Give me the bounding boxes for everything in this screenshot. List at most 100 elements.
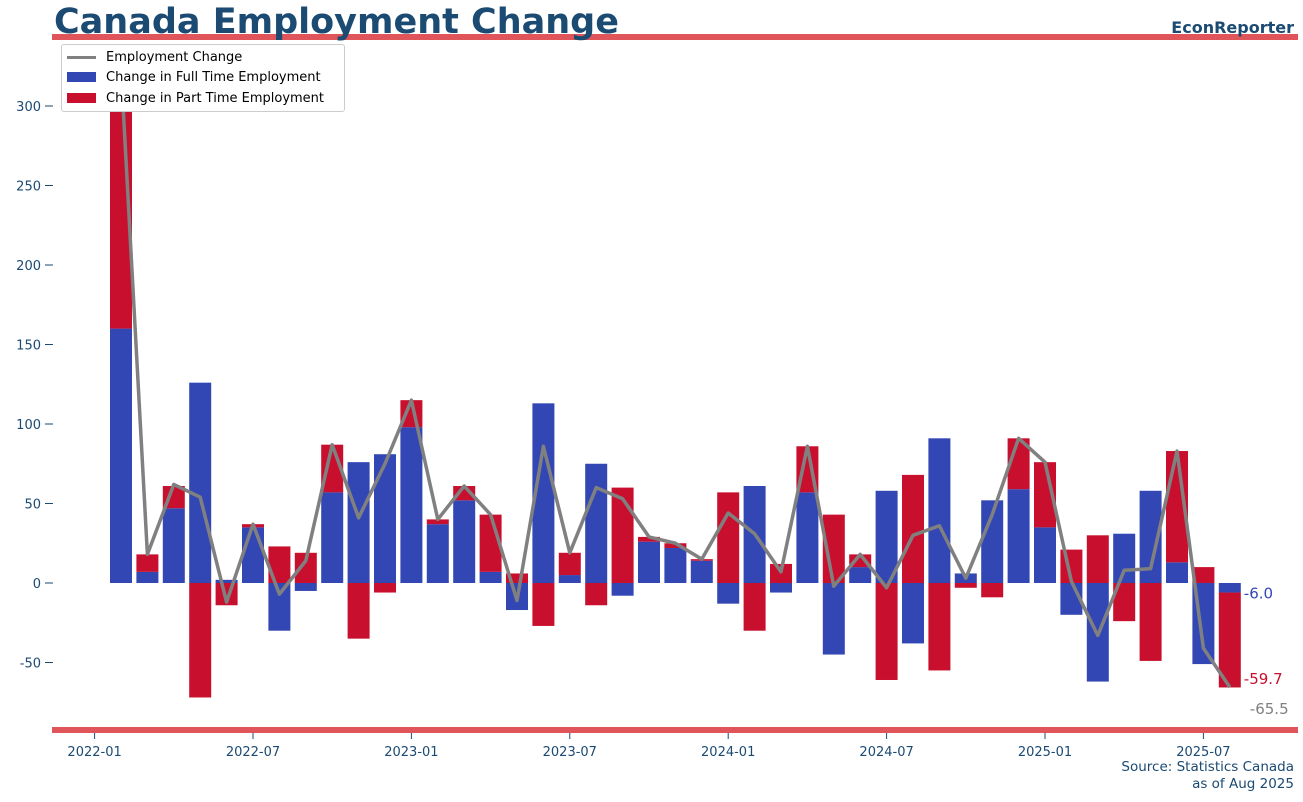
bar-part-time — [954, 583, 977, 588]
bar-full-time — [796, 492, 819, 583]
bar-full-time — [717, 583, 740, 604]
legend-box-full-time — [67, 72, 96, 82]
y-tick-label: 250 — [16, 180, 41, 195]
bar-full-time — [347, 462, 370, 583]
bar-part-time — [585, 583, 608, 606]
brand-name: EconReporter — [1171, 18, 1294, 37]
bar-full-time — [822, 583, 845, 655]
bar-part-time — [1218, 592, 1241, 688]
y-tick-label: 0 — [33, 577, 41, 592]
chart-legend: Employment Change Change in Full Time Em… — [61, 44, 345, 112]
y-tick-label: 200 — [16, 259, 41, 274]
source-line: Source: Statistics Canada — [1121, 759, 1294, 775]
bar-part-time — [902, 474, 924, 583]
y-tick-label: 100 — [16, 418, 41, 433]
x-tick-label: 2022-01 — [67, 745, 121, 760]
bar-full-time — [558, 575, 581, 583]
bar-part-time — [506, 573, 528, 583]
bar-full-time — [849, 567, 872, 583]
bar-part-time — [374, 583, 396, 593]
bar-full-time — [981, 500, 1004, 583]
bar-part-time — [638, 536, 660, 542]
bar-full-time — [1139, 490, 1162, 583]
bar-full-time — [875, 490, 898, 583]
bar-part-time — [136, 554, 159, 572]
bar-full-time — [611, 583, 634, 596]
end-label-total: -65.5 — [1250, 700, 1289, 718]
bar-full-time — [585, 463, 608, 583]
bar-part-time — [1113, 583, 1136, 622]
as-of-line: as of Aug 2025 — [1192, 776, 1294, 792]
bar-part-time — [743, 583, 766, 631]
bar-full-time — [400, 427, 423, 583]
x-tick-label: 2022-07 — [226, 745, 280, 760]
source-note: Source: Statistics Canada as of Aug 2025 — [1121, 759, 1294, 793]
bar-full-time — [294, 583, 317, 591]
bar-part-time — [1086, 535, 1109, 583]
bar-part-time — [1139, 583, 1162, 661]
bar-part-time — [532, 583, 555, 626]
bar-full-time — [268, 583, 291, 631]
bar-full-time — [162, 508, 185, 583]
bar-full-time — [770, 583, 792, 593]
end-label-part-time: -59.7 — [1244, 670, 1283, 688]
bar-full-time — [928, 438, 951, 583]
bar-part-time — [664, 543, 687, 549]
bar-part-time — [981, 583, 1004, 598]
top-rule — [52, 34, 1298, 40]
bar-part-time — [110, 67, 132, 329]
bar-full-time — [902, 583, 924, 644]
y-tick-label: -50 — [20, 657, 41, 672]
bar-full-time — [215, 579, 238, 583]
bar-full-time — [664, 548, 687, 583]
bar-part-time — [717, 492, 740, 583]
bar-full-time — [532, 403, 555, 583]
bar-part-time — [347, 583, 370, 639]
bottom-rule — [52, 727, 1298, 733]
bar-part-time — [426, 519, 449, 525]
bar-part-time — [558, 552, 581, 576]
y-tick-label: 50 — [24, 498, 41, 513]
legend-item-part-time: Change in Part Time Employment — [67, 88, 324, 108]
legend-label-total: Employment Change — [106, 49, 243, 65]
bar-full-time — [638, 541, 660, 583]
bar-full-time — [242, 527, 264, 583]
bar-full-time — [1218, 583, 1241, 593]
x-tick-label: 2025-07 — [1176, 745, 1230, 760]
legend-label-part-time: Change in Part Time Employment — [106, 90, 325, 106]
bar-part-time — [928, 583, 951, 671]
bar-part-time — [268, 546, 291, 583]
bar-part-time — [189, 583, 212, 698]
legend-item-full-time: Change in Full Time Employment — [67, 67, 321, 87]
x-tick-label: 2023-07 — [543, 745, 597, 760]
y-tick-label: 150 — [16, 339, 41, 354]
bar-full-time — [453, 500, 476, 583]
bar-full-time — [426, 524, 449, 583]
bar-full-time — [479, 571, 502, 583]
bar-full-time — [110, 328, 132, 583]
bar-full-time — [1034, 527, 1056, 583]
bar-part-time — [611, 487, 634, 583]
legend-box-part-time — [67, 93, 96, 103]
x-tick-label: 2025-01 — [1018, 745, 1072, 760]
bar-part-time — [1192, 567, 1215, 583]
end-label-full-time: -6.0 — [1244, 585, 1273, 603]
legend-label-full-time: Change in Full Time Employment — [106, 69, 321, 85]
bar-full-time — [189, 382, 212, 583]
bar-full-time — [1007, 489, 1030, 583]
x-tick-label: 2023-01 — [384, 745, 438, 760]
x-tick-label: 2024-01 — [701, 745, 755, 760]
bar-full-time — [690, 560, 713, 583]
x-tick-label: 2024-07 — [859, 745, 913, 760]
bar-full-time — [374, 454, 396, 583]
bar-part-time — [294, 552, 317, 583]
legend-line-swatch — [67, 55, 96, 59]
bar-full-time — [136, 571, 159, 583]
legend-item-total: Employment Change — [67, 47, 242, 67]
line-employment-change — [119, 67, 1232, 689]
bar-part-time — [875, 583, 898, 680]
bar-full-time — [321, 492, 344, 583]
bar-full-time — [1113, 533, 1136, 583]
bar-full-time — [1166, 562, 1188, 583]
